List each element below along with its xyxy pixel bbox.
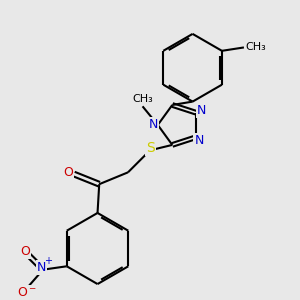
Text: N: N [194,134,204,147]
Text: N: N [37,262,46,275]
Text: O: O [20,245,30,258]
Text: O$^-$: O$^-$ [17,286,37,298]
Text: CH₃: CH₃ [132,94,153,104]
Text: N: N [197,104,206,117]
Text: S: S [146,141,155,154]
Text: CH₃: CH₃ [245,42,266,52]
Text: N: N [149,118,158,131]
Text: O: O [63,166,73,179]
Text: +: + [44,256,52,266]
